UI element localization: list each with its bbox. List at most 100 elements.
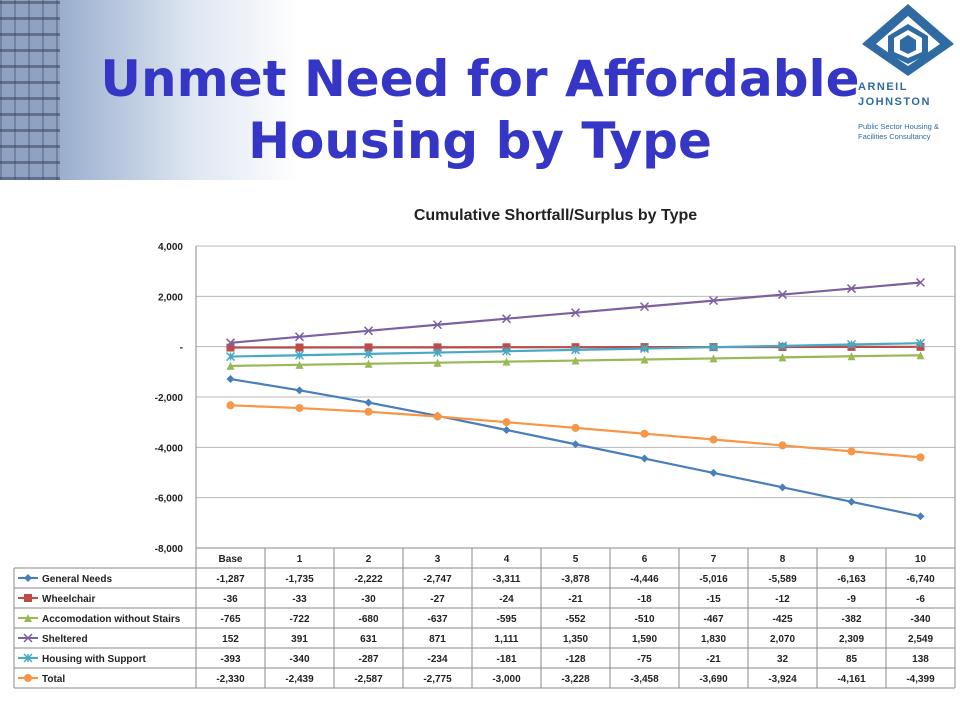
- x-tick-label: 8: [780, 554, 786, 565]
- table-cell-value: -15: [706, 594, 721, 605]
- legend-label-general-needs: General Needs: [42, 574, 112, 585]
- data-point-general-needs: [847, 497, 856, 506]
- table-cell-value: -36: [223, 594, 238, 605]
- table-cell-value: -340: [910, 614, 930, 625]
- data-point-accomodation-without-stairs: [502, 357, 511, 366]
- data-point-sheltered: [570, 308, 581, 318]
- data-point-sheltered: [708, 296, 719, 306]
- data-point-total: [571, 423, 580, 432]
- table-cell-value: -2,222: [354, 574, 383, 585]
- data-point-sheltered: [846, 284, 857, 294]
- data-point-housing-with-support: [777, 341, 788, 351]
- data-point-housing-with-support: [570, 345, 581, 355]
- table-cell-value: 138: [912, 654, 929, 665]
- x-tick-label: 9: [849, 554, 855, 565]
- table-cell-value: 391: [291, 634, 308, 645]
- x-tick-label: 7: [711, 554, 717, 565]
- data-point-wheelchair: [364, 343, 373, 352]
- data-point-general-needs: [364, 398, 373, 407]
- data-point-total: [226, 401, 235, 410]
- table-cell-value: -5,589: [768, 574, 797, 585]
- table-cell-value: -2,330: [216, 674, 245, 685]
- data-point-sheltered: [294, 332, 305, 342]
- table-cell-value: -510: [634, 614, 654, 625]
- y-tick-label: -6,000: [155, 494, 184, 505]
- data-point-total: [847, 447, 856, 456]
- data-point-sheltered: [432, 320, 443, 330]
- table-cell-value: -467: [703, 614, 723, 625]
- table-cell-value: -4,399: [906, 674, 935, 685]
- legend-key-marker-general-needs: [24, 574, 32, 582]
- table-cell-value: -181: [496, 654, 516, 665]
- data-point-accomodation-without-stairs: [226, 361, 235, 370]
- table-cell-value: -3,878: [561, 574, 590, 585]
- data-point-general-needs: [640, 454, 649, 463]
- data-point-accomodation-without-stairs: [295, 360, 304, 369]
- table-cell-value: 631: [360, 634, 377, 645]
- table-cell-value: -2,587: [354, 674, 383, 685]
- data-point-accomodation-without-stairs: [847, 352, 856, 361]
- table-cell-value: 85: [846, 654, 858, 665]
- data-point-sheltered: [777, 290, 788, 300]
- table-cell-value: -340: [289, 654, 309, 665]
- data-point-wheelchair: [295, 343, 304, 352]
- data-point-general-needs: [502, 425, 511, 434]
- table-cell-value: -680: [358, 614, 378, 625]
- logo-tagline-line1: Public Sector Housing &: [858, 122, 939, 131]
- data-point-sheltered: [639, 302, 650, 312]
- table-cell-value: -6,740: [906, 574, 935, 585]
- table-cell-value: 2,309: [839, 634, 864, 645]
- table-cell-value: 2,070: [770, 634, 795, 645]
- table-cell-value: -765: [220, 614, 240, 625]
- data-point-housing-with-support: [501, 346, 512, 356]
- x-tick-label: 2: [366, 554, 372, 565]
- legend-label-total: Total: [42, 674, 65, 685]
- x-tick-label: 1: [297, 554, 303, 565]
- y-tick-label: 4,000: [158, 242, 183, 253]
- data-point-wheelchair: [226, 343, 235, 352]
- table-cell-value: -21: [568, 594, 583, 605]
- legend-key-marker-wheelchair: [24, 594, 32, 602]
- y-tick-label: 2,000: [158, 292, 183, 303]
- legend-key-marker-accomodation-without-stairs: [24, 614, 32, 622]
- data-point-accomodation-without-stairs: [364, 359, 373, 368]
- table-cell-value: 1,111: [495, 634, 519, 645]
- x-tick-label: 10: [915, 554, 927, 565]
- table-cell-value: -12: [775, 594, 790, 605]
- table-cell-value: -18: [637, 594, 652, 605]
- data-point-total: [916, 453, 925, 462]
- data-point-total: [364, 407, 373, 416]
- data-point-housing-with-support: [708, 342, 719, 352]
- y-tick-label: -8,000: [155, 544, 184, 555]
- data-point-accomodation-without-stairs: [433, 358, 442, 367]
- table-cell-value: -1,735: [285, 574, 314, 585]
- table-cell-value: 2,549: [908, 634, 933, 645]
- data-point-accomodation-without-stairs: [709, 354, 718, 363]
- data-point-wheelchair: [433, 343, 442, 352]
- table-cell-value: -4,446: [630, 574, 659, 585]
- header-photo: [0, 0, 300, 180]
- data-point-accomodation-without-stairs: [640, 355, 649, 364]
- legend-key-marker-housing-with-support: [23, 653, 33, 663]
- building-image: [0, 0, 60, 180]
- table-cell-value: -24: [499, 594, 514, 605]
- table-cell-value: 32: [777, 654, 789, 665]
- table-cell-value: -637: [427, 614, 447, 625]
- table-cell-value: 871: [429, 634, 446, 645]
- x-tick-label: 4: [504, 554, 510, 565]
- table-cell-value: -3,924: [768, 674, 797, 685]
- table-cell-value: -2,747: [423, 574, 452, 585]
- data-point-sheltered: [915, 277, 926, 288]
- table-cell-value: -1,287: [216, 574, 245, 585]
- table-cell-value: -33: [292, 594, 307, 605]
- data-point-accomodation-without-stairs: [916, 351, 925, 360]
- logo-tagline: Public Sector Housing & Facilities Consu…: [858, 122, 960, 142]
- slide-title: Unmet Need for Affordable Housing by Typ…: [70, 48, 890, 172]
- data-point-housing-with-support: [294, 350, 305, 360]
- slide-title-line2: Housing by Type: [248, 112, 712, 170]
- table-cell-value: -4,161: [837, 674, 866, 685]
- table-cell-value: -2,439: [285, 674, 314, 685]
- logo-name-line1: ARNEIL: [858, 81, 908, 93]
- data-point-accomodation-without-stairs: [778, 353, 787, 362]
